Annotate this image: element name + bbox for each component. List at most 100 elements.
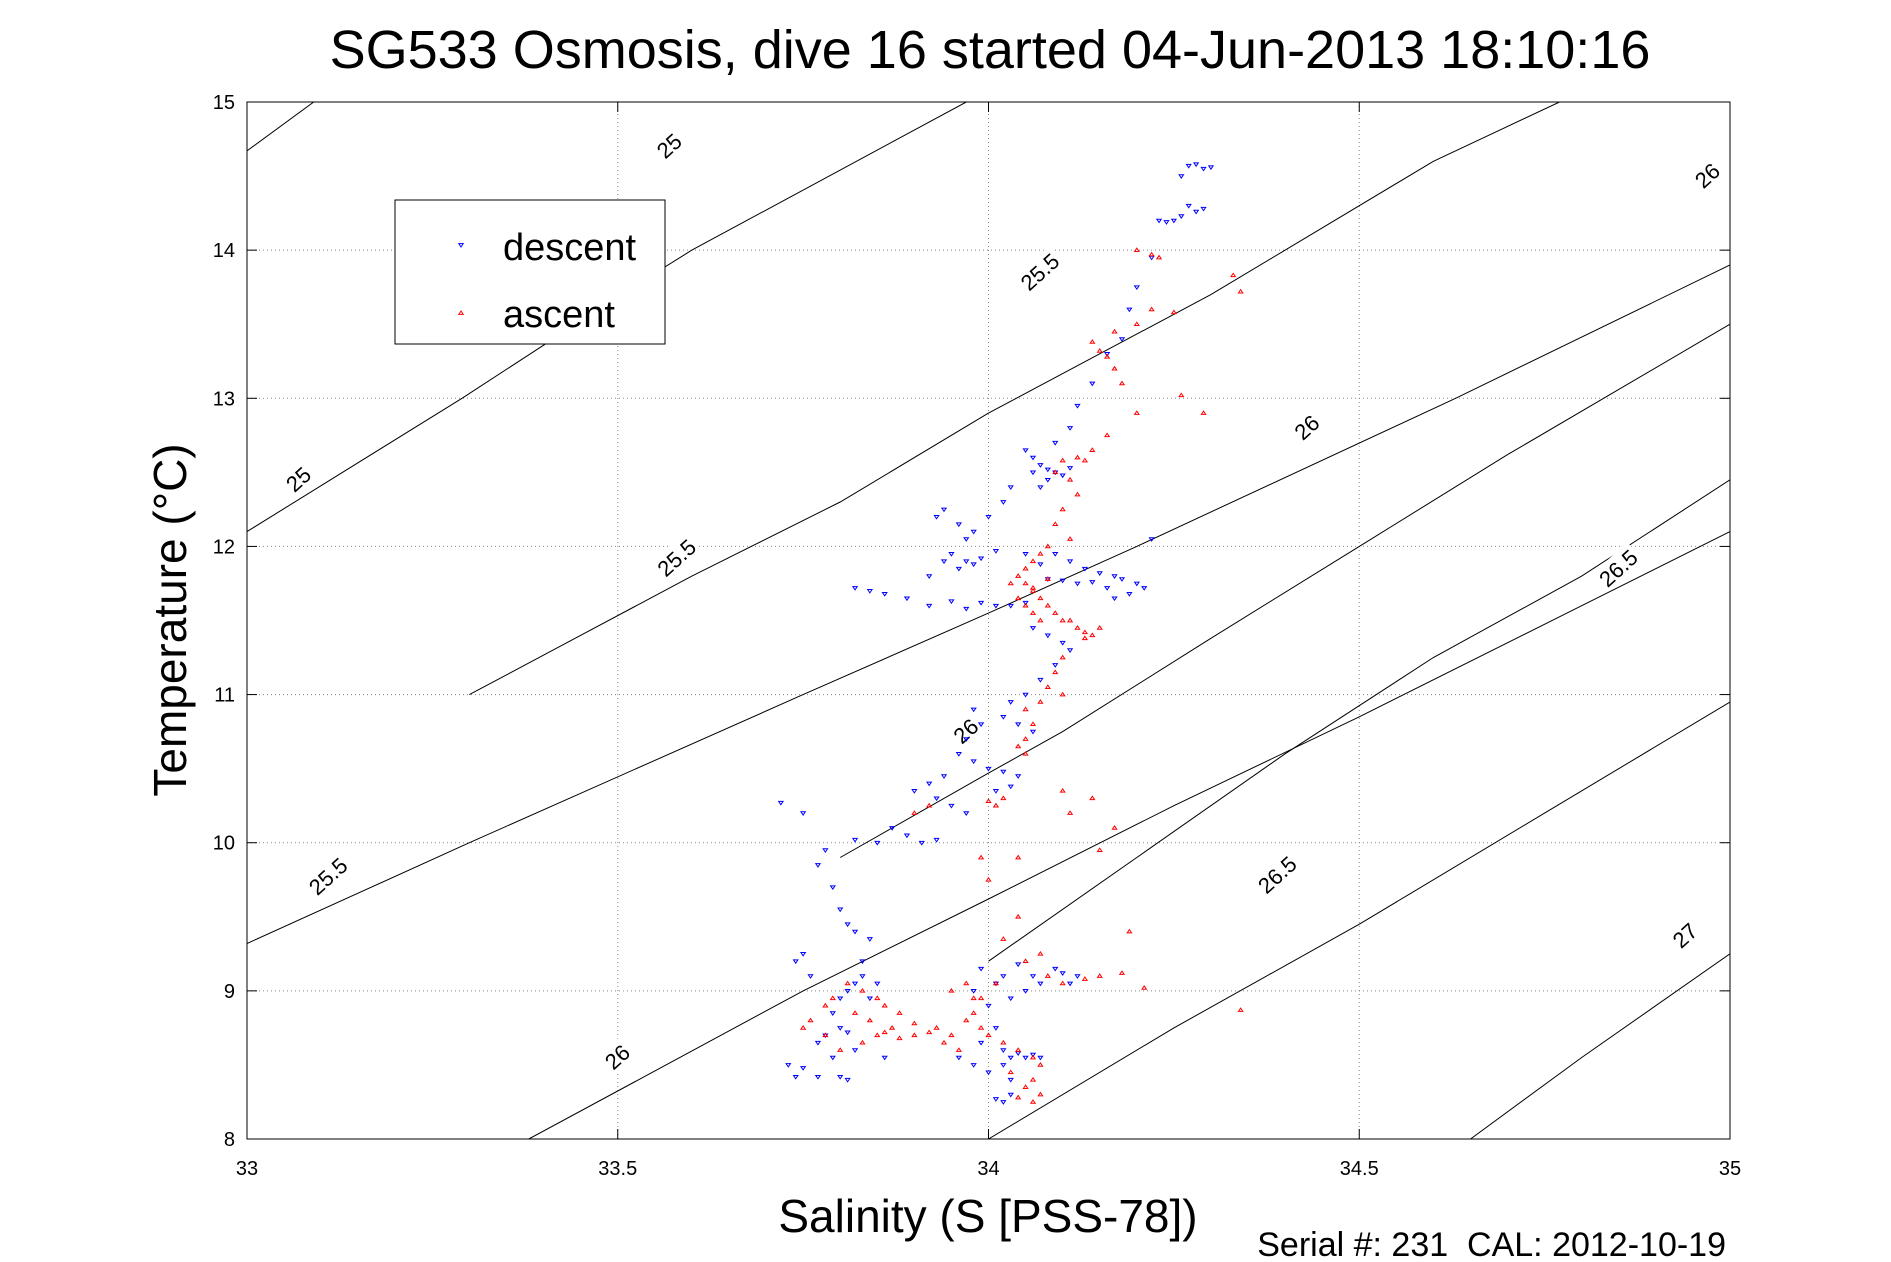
contour-label-bg bbox=[1680, 149, 1733, 200]
data-point-descent bbox=[874, 840, 881, 846]
data-point-ascent bbox=[1029, 721, 1037, 727]
data-point-descent bbox=[1037, 485, 1044, 491]
data-point-descent bbox=[1133, 285, 1140, 291]
data-point-descent bbox=[1037, 981, 1044, 987]
data-point-descent bbox=[1044, 633, 1051, 639]
data-point-ascent bbox=[926, 802, 933, 808]
data-point-descent bbox=[955, 522, 962, 528]
data-point-ascent bbox=[1133, 247, 1140, 252]
density-contour-26.5 bbox=[988, 479, 1730, 962]
data-point-ascent bbox=[1022, 958, 1029, 964]
y-tick-label: 8 bbox=[224, 1129, 235, 1151]
data-point-ascent bbox=[933, 1025, 940, 1030]
data-point-ascent bbox=[985, 876, 992, 882]
data-point-descent bbox=[963, 537, 970, 542]
data-point-ascent bbox=[1059, 787, 1066, 793]
data-point-descent bbox=[1022, 600, 1029, 606]
data-point-descent bbox=[1118, 337, 1126, 342]
data-point-ascent bbox=[837, 1047, 844, 1052]
data-point-descent bbox=[963, 737, 970, 742]
data-point-descent bbox=[1200, 206, 1207, 212]
data-point-ascent bbox=[985, 1032, 992, 1038]
data-point-ascent bbox=[1007, 1069, 1014, 1075]
y-axis-label: Temperature (°C) bbox=[144, 443, 196, 796]
data-point-ascent bbox=[1111, 365, 1118, 371]
data-point-ascent bbox=[829, 995, 836, 1001]
data-point-descent bbox=[1007, 1092, 1014, 1098]
data-point-descent bbox=[1111, 596, 1118, 602]
data-point-descent bbox=[1037, 677, 1044, 683]
data-point-ascent bbox=[926, 1029, 933, 1035]
data-point-ascent bbox=[948, 987, 955, 993]
data-point-descent bbox=[1170, 218, 1178, 224]
data-point-descent bbox=[1007, 784, 1014, 790]
data-point-descent bbox=[1185, 203, 1192, 209]
data-point-descent bbox=[1000, 1100, 1007, 1105]
data-point-ascent bbox=[1029, 1076, 1037, 1082]
data-point-ascent bbox=[1096, 347, 1103, 353]
data-point-descent bbox=[1022, 448, 1029, 454]
data-point-descent bbox=[977, 600, 985, 606]
density-contour-26.5 bbox=[988, 701, 1730, 1139]
data-point-descent bbox=[1118, 577, 1126, 582]
data-point-ascent bbox=[1015, 1047, 1022, 1052]
data-point-ascent bbox=[1066, 476, 1074, 482]
data-point-ascent bbox=[1074, 454, 1081, 460]
data-point-ascent bbox=[1066, 810, 1074, 815]
data-point-ascent bbox=[822, 1032, 829, 1038]
y-tick-label: 13 bbox=[213, 388, 235, 410]
data-point-descent bbox=[1044, 467, 1051, 473]
legend-marker-shape-descent bbox=[457, 243, 465, 248]
data-point-ascent bbox=[822, 1002, 829, 1008]
data-point-ascent bbox=[1052, 669, 1059, 675]
data-point-descent bbox=[1044, 477, 1051, 483]
data-point-descent bbox=[829, 1055, 836, 1061]
data-point-ascent bbox=[1022, 1084, 1029, 1089]
data-point-ascent bbox=[799, 1025, 807, 1030]
data-point-ascent bbox=[977, 995, 985, 1001]
data-point-descent bbox=[859, 974, 866, 979]
data-point-ascent bbox=[970, 995, 977, 1001]
data-point-descent bbox=[1007, 1055, 1014, 1061]
data-point-descent bbox=[933, 514, 940, 520]
data-point-descent bbox=[1207, 165, 1215, 171]
data-point-descent bbox=[963, 811, 970, 816]
data-point-descent bbox=[992, 603, 1000, 609]
data-point-ascent bbox=[874, 1032, 881, 1038]
y-tick-label: 12 bbox=[213, 536, 235, 558]
data-point-descent bbox=[1029, 470, 1037, 476]
data-point-descent bbox=[881, 1055, 888, 1061]
y-tick-label: 11 bbox=[214, 685, 235, 707]
data-point-descent bbox=[948, 803, 955, 809]
data-point-descent bbox=[1022, 989, 1029, 994]
data-point-ascent bbox=[1015, 913, 1022, 919]
data-point-descent bbox=[866, 589, 873, 594]
x-tick-label: 33 bbox=[236, 1158, 258, 1180]
data-point-ascent bbox=[985, 798, 992, 804]
data-point-descent bbox=[970, 562, 977, 568]
data-point-ascent bbox=[963, 980, 970, 986]
data-point-descent bbox=[948, 599, 955, 605]
data-point-descent bbox=[814, 1040, 822, 1046]
data-point-descent bbox=[1052, 440, 1059, 446]
data-point-descent bbox=[1178, 174, 1185, 179]
data-point-ascent bbox=[1022, 602, 1029, 608]
data-point-descent bbox=[940, 559, 948, 565]
data-point-descent bbox=[1029, 1052, 1037, 1058]
data-point-descent bbox=[1155, 218, 1163, 224]
data-point-ascent bbox=[1015, 743, 1022, 749]
data-point-descent bbox=[985, 766, 992, 772]
data-point-descent bbox=[977, 1040, 985, 1046]
data-point-ascent bbox=[1111, 825, 1118, 830]
data-point-descent bbox=[837, 1074, 844, 1080]
data-point-descent bbox=[1192, 162, 1200, 168]
data-point-ascent bbox=[1037, 1062, 1044, 1067]
data-point-ascent bbox=[844, 980, 851, 986]
density-contour-27 bbox=[1470, 953, 1730, 1139]
x-tick-label: 35 bbox=[1719, 1158, 1741, 1180]
data-point-descent bbox=[1037, 463, 1044, 468]
data-point-descent bbox=[903, 833, 911, 839]
legend-marker-ascent bbox=[457, 310, 465, 315]
data-point-descent bbox=[1029, 729, 1037, 735]
